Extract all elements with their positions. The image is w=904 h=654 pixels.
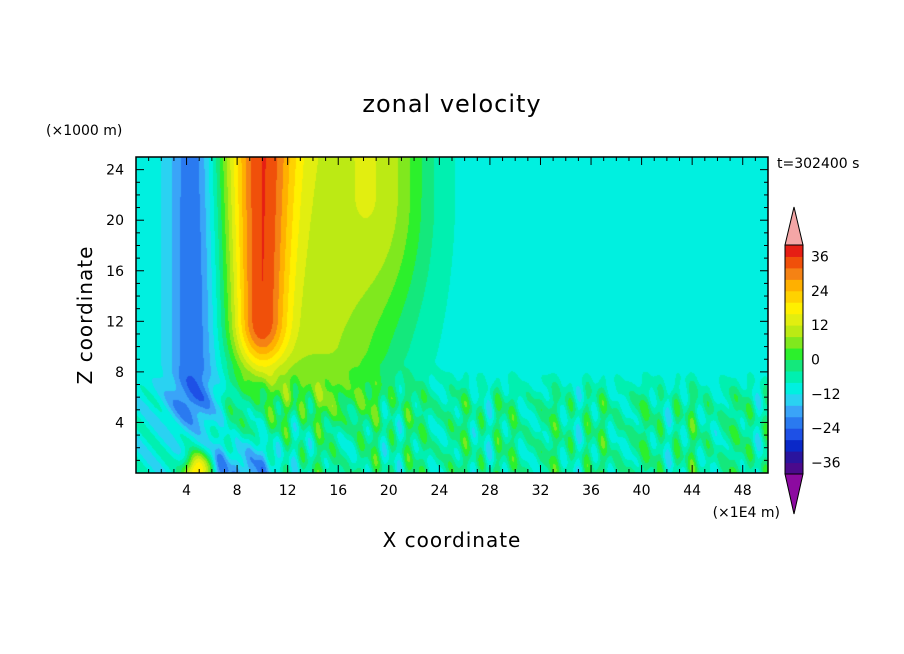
colorbar-label: −36 <box>811 456 841 472</box>
x-tick-label: 4 <box>182 483 191 499</box>
x-tick-label: 44 <box>683 483 701 499</box>
colorbar-label: 12 <box>811 318 829 334</box>
x-scale-label: (×1E4 m) <box>713 505 780 521</box>
y-tick-label: 4 <box>115 415 124 431</box>
x-tick-label: 40 <box>633 483 651 499</box>
x-tick-label: 48 <box>734 483 752 499</box>
x-axis: 4 8 12 16 20 24 28 32 36 40 44 48 <box>148 157 756 499</box>
x-tick-label: 24 <box>430 483 448 499</box>
x-tick-label: 32 <box>532 483 550 499</box>
colorbar-swatch <box>785 416 803 429</box>
colorbar-label: 0 <box>811 353 820 369</box>
colorbar-swatch <box>785 336 803 349</box>
plot-area <box>135 156 769 474</box>
y-axis: 4 8 12 16 20 24 <box>106 163 768 461</box>
y-scale-label: (×1000 m) <box>46 123 122 139</box>
colorbar-swatch <box>785 405 803 418</box>
colorbar-under-arrow <box>784 473 804 515</box>
colorbar-swatch <box>785 245 803 257</box>
x-tick-label: 16 <box>329 483 347 499</box>
colorbar-swatch <box>785 302 803 315</box>
x-tick-label: 20 <box>380 483 398 499</box>
colorbar: 36 24 12 0 −12 −24 −36 <box>784 206 841 515</box>
colorbar-swatch <box>785 451 803 464</box>
velocity-field <box>136 157 768 473</box>
x-tick-label: 12 <box>279 483 297 499</box>
x-tick-label: 28 <box>481 483 499 499</box>
x-axis-label: X coordinate <box>383 528 522 552</box>
colorbar-swatch <box>785 267 803 280</box>
colorbar-frame <box>784 244 804 475</box>
colorbar-swatch <box>785 279 803 292</box>
colorbar-swatch <box>785 393 803 406</box>
colorbar-swatch <box>785 290 803 303</box>
x-tick-label: 8 <box>233 483 242 499</box>
y-tick-label: 20 <box>106 213 124 229</box>
colorbar-swatch <box>785 313 803 326</box>
colorbar-swatch <box>785 428 803 441</box>
colorbar-swatch <box>785 359 803 372</box>
colorbar-label: 36 <box>811 249 829 265</box>
colorbar-swatch <box>785 462 803 475</box>
time-label: t=302400 s <box>777 156 859 172</box>
y-axis-label: Z coordinate <box>73 246 97 385</box>
y-tick-label: 12 <box>106 314 124 330</box>
colorbar-swatch <box>785 382 803 395</box>
colorbar-swatch <box>785 348 803 360</box>
colorbar-label: 24 <box>811 284 829 300</box>
colorbar-swatch <box>785 370 803 383</box>
colorbar-over-arrow <box>784 206 804 246</box>
colorbar-label: −24 <box>811 421 841 437</box>
colorbar-swatch <box>785 439 803 452</box>
y-tick-label: 24 <box>106 163 124 179</box>
y-tick-label: 8 <box>115 365 124 381</box>
colorbar-swatch <box>785 256 803 269</box>
chart-title: zonal velocity <box>362 90 541 118</box>
x-tick-label: 36 <box>582 483 600 499</box>
y-tick-label: 16 <box>106 264 124 280</box>
colorbar-swatch <box>785 325 803 338</box>
colorbar-label: −12 <box>811 387 841 403</box>
